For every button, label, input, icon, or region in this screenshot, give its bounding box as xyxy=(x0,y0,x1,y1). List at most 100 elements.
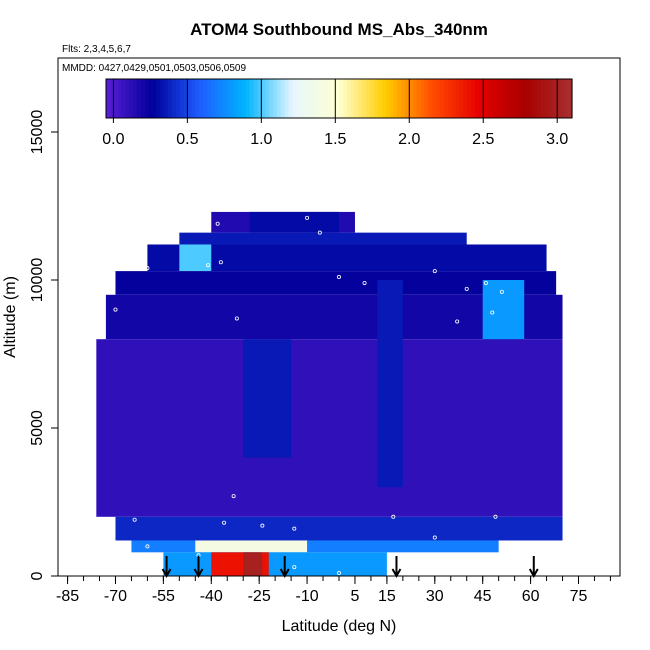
heatmap-cell xyxy=(147,244,547,272)
heatmap-cell xyxy=(179,232,467,245)
y-tick-label: 0 xyxy=(29,571,46,580)
flights-note: Flts: 2,3,4,5,6,7 xyxy=(62,44,131,55)
colorbar-strip xyxy=(245,79,251,118)
colorbar-strip xyxy=(455,79,460,118)
colorbar-strip xyxy=(218,79,224,118)
sample-point xyxy=(483,280,488,285)
colorbar-strip xyxy=(471,79,476,118)
colorbar-strip xyxy=(377,79,383,118)
heatmap-cell xyxy=(96,339,563,517)
colorbar-strip xyxy=(249,79,255,118)
heatmap-layer xyxy=(96,211,563,576)
flight-markers-layer xyxy=(161,556,539,579)
colorbar-strip xyxy=(331,79,336,118)
colorbar-strip xyxy=(160,79,165,118)
colorbar-strip xyxy=(513,79,519,118)
colorbar-strip xyxy=(358,79,363,118)
colorbar-strip xyxy=(505,79,511,118)
colorbar-strip xyxy=(129,79,134,118)
colorbar-strip xyxy=(296,79,301,118)
colorbar-strip xyxy=(339,79,344,118)
colorbar-strip xyxy=(560,79,565,118)
colorbar-strip xyxy=(521,79,526,118)
colorbar-strip xyxy=(346,79,352,118)
colorbar-strip xyxy=(544,79,550,118)
colorbar-strip xyxy=(222,79,227,118)
colorbar-tick-label: 2.5 xyxy=(472,131,494,148)
colorbar-strip xyxy=(389,79,394,118)
x-tick-label: -55 xyxy=(152,588,175,605)
sample-point xyxy=(119,562,124,567)
colorbar-strip xyxy=(152,79,158,118)
colorbar-strip xyxy=(175,79,181,118)
y-tick-label: 15000 xyxy=(29,110,46,155)
colorbar-strip xyxy=(203,79,208,118)
colorbar-strip xyxy=(350,79,356,118)
colorbar-strip xyxy=(474,79,480,118)
colorbar-strip xyxy=(537,79,542,118)
colorbar-strip xyxy=(234,79,239,118)
sample-point xyxy=(432,269,437,274)
colorbar-tick-label: 1.5 xyxy=(324,131,346,148)
x-tick-label: -25 xyxy=(248,588,271,605)
sample-point xyxy=(362,280,367,285)
sample-point xyxy=(336,571,341,576)
colorbar-strip xyxy=(109,79,115,118)
colorbar-tick-label: 2.0 xyxy=(398,131,420,148)
colorbar-strip xyxy=(168,79,173,118)
sample-point xyxy=(132,517,137,522)
x-tick-label: -85 xyxy=(56,588,79,605)
x-tick-label: 75 xyxy=(570,588,588,605)
colorbar-tick-label: 3.0 xyxy=(546,131,568,148)
colorbar-strip xyxy=(335,79,340,118)
colorbar-strip xyxy=(292,79,297,118)
sample-point xyxy=(464,286,469,291)
sample-points-layer xyxy=(75,215,575,576)
colorbar-strip xyxy=(140,79,146,118)
x-tick-label: 5 xyxy=(351,588,360,605)
sample-point xyxy=(113,307,118,312)
sample-point xyxy=(490,310,495,315)
colorbar-strip xyxy=(164,79,169,118)
colorbar-strip xyxy=(525,79,530,118)
colorbar-strip xyxy=(269,79,274,118)
colorbar-strip xyxy=(467,79,472,118)
sample-point xyxy=(222,520,227,525)
colorbar-strip xyxy=(253,79,259,118)
colorbar-strip xyxy=(451,79,457,118)
colorbar-strip xyxy=(366,79,371,118)
colorbar-strip xyxy=(238,79,243,118)
colorbar-strip xyxy=(463,79,468,118)
sample-point xyxy=(317,230,322,235)
colorbar-strip xyxy=(300,79,305,118)
colorbar-strip xyxy=(121,79,127,118)
heatmap-cell xyxy=(115,271,557,295)
colorbar-strip xyxy=(284,79,290,118)
colorbar-strip xyxy=(276,79,282,118)
colorbar-strip xyxy=(517,79,523,118)
sample-point xyxy=(206,263,211,268)
colorbar-strip xyxy=(311,79,317,118)
colorbar-strip xyxy=(568,79,573,118)
x-tick-label: -70 xyxy=(104,588,127,605)
colorbar-strip xyxy=(125,79,130,118)
colorbar-strip xyxy=(133,79,138,118)
sample-point xyxy=(260,523,265,528)
colorbar-strip xyxy=(556,79,561,118)
colorbar-strip xyxy=(241,79,247,118)
colorbar-strip xyxy=(199,79,204,118)
x-tick-label: -40 xyxy=(200,588,223,605)
colorbar-strip xyxy=(117,79,123,118)
colorbar-strip xyxy=(420,79,426,118)
colorbar-strip xyxy=(327,79,332,118)
colorbar-strip xyxy=(230,79,235,118)
colorbar-strip xyxy=(315,79,321,118)
heatmap-cell xyxy=(115,516,563,541)
colorbar-tick-label: 0.5 xyxy=(176,131,198,148)
y-axis: 0 5000 10000 15000 xyxy=(29,110,58,580)
sample-point xyxy=(336,275,341,280)
colorbar-strip xyxy=(405,79,410,118)
sample-point xyxy=(145,544,150,549)
colorbar-strip xyxy=(529,79,534,118)
